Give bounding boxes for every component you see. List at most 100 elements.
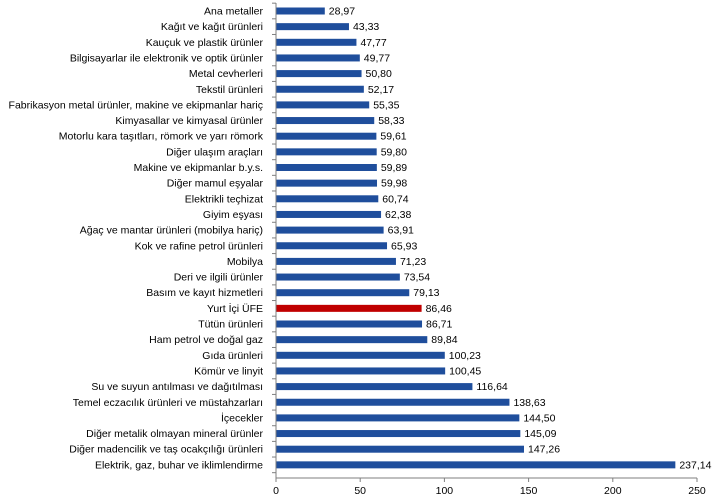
category-label-29: Elektrik, gaz, buhar ve iklimlendirme	[95, 459, 263, 471]
bar-19	[276, 304, 422, 312]
bar-8	[276, 132, 377, 140]
bar-11	[276, 179, 378, 187]
x-tick-label-5: 250	[688, 485, 706, 497]
value-label-20: 86,71	[426, 319, 452, 331]
value-label-3: 49,77	[364, 52, 390, 64]
value-label-9: 59,80	[381, 146, 407, 158]
x-tick-label-3: 150	[520, 485, 538, 497]
labels-group: Ana metaller 28,97 Kağıt ve kağıt ürünleri…	[9, 6, 712, 472]
value-label-19: 86,46	[426, 303, 452, 315]
category-label-11: Diğer mamul eşyalar	[167, 178, 264, 190]
category-label-20: Tütün ürünleri	[198, 319, 263, 331]
bar-1	[276, 23, 349, 31]
bar-22	[276, 351, 445, 359]
bar-15	[276, 242, 388, 250]
value-label-17: 73,54	[404, 272, 430, 284]
category-label-9: Diğer ulaşım araçları	[166, 146, 263, 158]
bar-16	[276, 257, 396, 265]
category-label-12: Elektrikli teçhizat	[185, 193, 263, 205]
category-label-23: Kömür ve linyit	[194, 365, 263, 377]
category-label-5: Tekstil ürünleri	[196, 84, 263, 96]
value-label-7: 58,33	[378, 115, 404, 127]
value-label-25: 138,63	[513, 397, 545, 409]
bar-2	[276, 38, 357, 46]
bars-group	[276, 7, 676, 469]
value-label-12: 60,74	[382, 193, 408, 205]
category-label-7: Kimyasallar ve kimyasal ürünler	[115, 115, 263, 127]
bar-26	[276, 414, 520, 422]
value-label-23: 100,45	[449, 365, 481, 377]
bar-10	[276, 164, 377, 171]
category-label-1: Kağıt ve kağıt ürünleri	[161, 21, 263, 33]
value-label-1: 43,33	[353, 21, 379, 33]
category-label-3: Bilgisayarlar ile elektronik ve optik ür…	[70, 52, 264, 64]
bar-0	[276, 7, 325, 15]
value-label-14: 63,91	[388, 225, 414, 237]
bar-3	[276, 54, 360, 62]
value-label-13: 62,38	[385, 209, 411, 221]
bar-20	[276, 320, 423, 328]
bar-27	[276, 430, 521, 438]
bar-29	[276, 461, 676, 469]
bar-28	[276, 445, 524, 453]
category-label-15: Kok ve rafine petrol ürünleri	[135, 240, 263, 252]
category-label-18: Basım ve kayıt hizmetleri	[146, 287, 263, 299]
category-label-10: Makine ve ekipmanlar b.y.s.	[134, 162, 263, 174]
category-label-6: Fabrikasyon metal ürünler, makine ve eki…	[9, 99, 263, 111]
category-label-4: Metal cevherleri	[189, 68, 263, 80]
value-label-5: 52,17	[368, 84, 394, 96]
category-label-14: Ağaç ve mantar ürünleri (mobilya hariç)	[80, 225, 263, 237]
category-label-16: Mobilya	[227, 256, 263, 268]
value-label-2: 47,77	[360, 37, 386, 49]
bar-23	[276, 367, 446, 375]
category-label-19: Yurt İçi ÜFE	[207, 302, 263, 315]
category-label-17: Deri ve ilgili ürünler	[174, 272, 264, 284]
bar-7	[276, 117, 375, 125]
category-label-24: Su ve suyun antılması ve dağıtılması	[91, 381, 263, 393]
value-label-4: 50,80	[366, 68, 392, 80]
value-label-11: 59,98	[381, 178, 407, 190]
category-label-8: Motorlu kara taşıtları, römork ve yarı r…	[59, 131, 264, 143]
bar-12	[276, 195, 379, 203]
x-tick-label-4: 200	[604, 485, 622, 497]
category-label-22: Gıda ürünleri	[202, 350, 263, 362]
value-label-8: 59,61	[380, 131, 406, 143]
value-label-10: 59,89	[381, 162, 407, 174]
category-label-25: Temel eczacılık ürünleri ve müstahzarlar…	[73, 397, 263, 409]
bar-6	[276, 101, 370, 109]
bar-18	[276, 289, 410, 297]
bar-17	[276, 273, 400, 281]
bar-9	[276, 148, 377, 156]
x-tick-label-2: 100	[436, 485, 454, 497]
bar-24	[276, 383, 473, 391]
bar-25	[276, 398, 510, 406]
x-tick-label-0: 0	[273, 485, 279, 497]
value-label-27: 145,09	[524, 428, 556, 440]
value-label-16: 71,23	[400, 256, 426, 268]
category-label-28: Diğer madencilik ve taş ocakçılığı ürünl…	[69, 444, 263, 456]
bar-21	[276, 336, 428, 344]
x-tick-label-1: 50	[354, 485, 366, 497]
value-label-24: 116,64	[476, 381, 507, 393]
category-label-0: Ana metaller	[204, 6, 263, 18]
value-label-28: 147,26	[528, 444, 560, 456]
category-label-2: Kauçuk ve plastik ürünler	[146, 37, 264, 49]
bar-4	[276, 70, 362, 78]
category-label-26: İçecekler	[221, 411, 264, 424]
value-label-26: 144,50	[523, 412, 555, 424]
value-label-29: 237,14	[679, 459, 711, 471]
category-label-27: Diğer metalik olmayan mineral ürünler	[86, 428, 263, 440]
bar-14	[276, 226, 384, 234]
value-label-18: 79,13	[413, 287, 439, 299]
value-label-0: 28,97	[329, 6, 355, 18]
bar-5	[276, 85, 364, 93]
value-label-6: 55,35	[373, 99, 399, 111]
x-axis: 0 50 100 150 200 250	[272, 2, 706, 497]
value-label-22: 100,23	[449, 350, 481, 362]
bar-13	[276, 210, 382, 218]
category-label-21: Ham petrol ve doğal gaz	[149, 334, 263, 346]
value-label-15: 65,93	[391, 240, 417, 252]
category-label-13: Giyim eşyası	[203, 209, 263, 221]
value-label-21: 89,84	[431, 334, 457, 346]
